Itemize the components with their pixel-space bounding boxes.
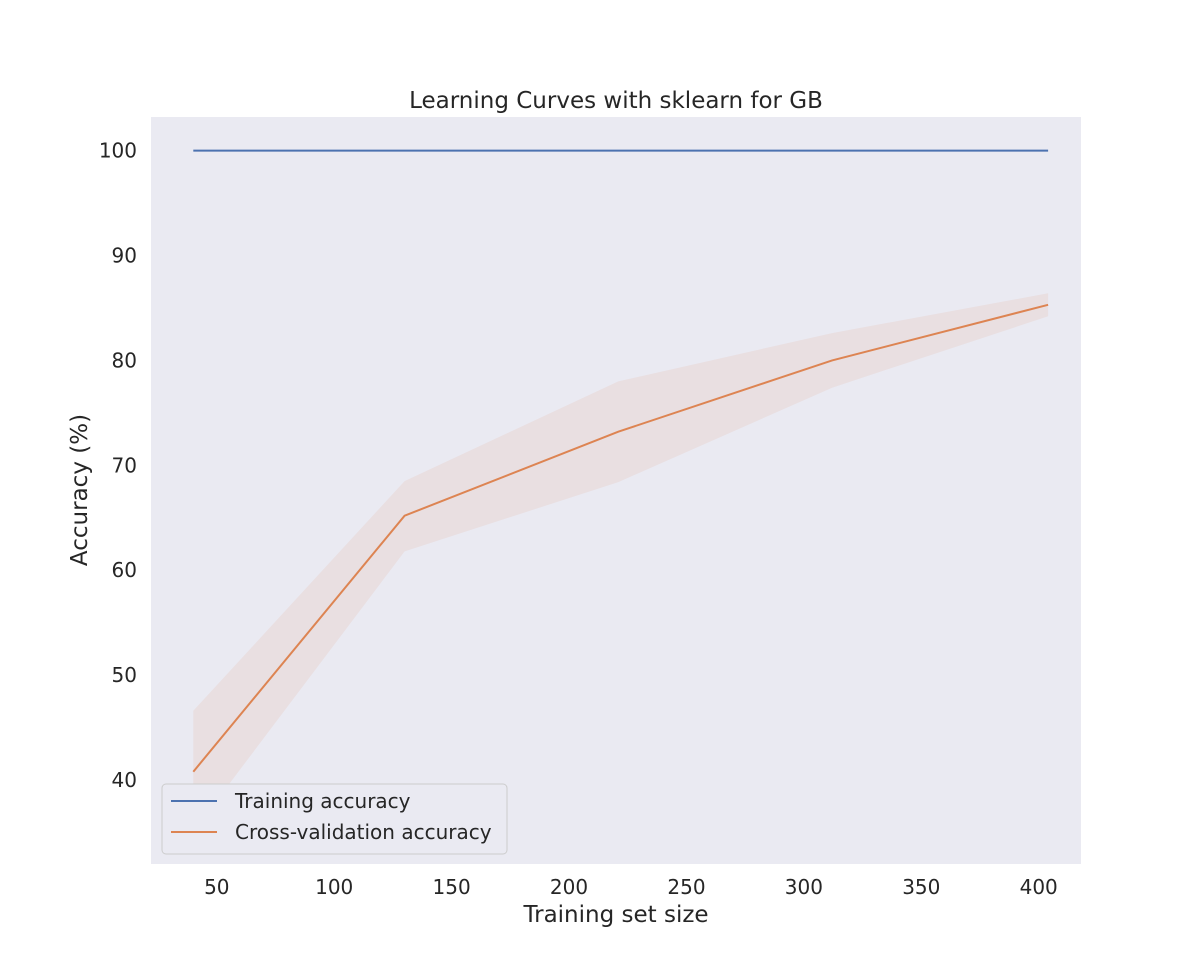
x-axis-label: Training set size — [522, 902, 708, 928]
x-tick-label: 350 — [902, 875, 940, 899]
x-tick-label: 200 — [550, 875, 588, 899]
chart-title: Learning Curves with sklearn for GB — [409, 88, 823, 114]
series-lines — [192, 149, 1049, 773]
x-tick-label: 250 — [667, 875, 705, 899]
x-tick-label: 50 — [204, 875, 229, 899]
legend-label-training: Training accuracy — [234, 789, 411, 813]
x-tick-label: 400 — [1020, 875, 1058, 899]
y-tick-label: 50 — [112, 663, 137, 687]
confidence-band-1 — [193, 293, 1049, 832]
x-tick-label: 100 — [315, 875, 353, 899]
plot-area — [151, 117, 1081, 864]
y-tick-label: 60 — [112, 558, 137, 582]
y-tick-label: 90 — [112, 244, 137, 268]
y-tick-label: 40 — [112, 768, 137, 792]
legend-box — [161, 783, 508, 855]
y-tick-label: 80 — [112, 348, 137, 372]
x-tick-labels: 50 100 150 200 250 300 350 400 — [204, 875, 1058, 899]
x-tick-label: 150 — [433, 875, 471, 899]
legend-label-cross-validation: Cross-validation accuracy — [235, 820, 492, 844]
y-axis-label: Accuracy (%) — [67, 414, 93, 566]
confidence-bands — [193, 293, 1049, 832]
y-tick-label: 100 — [99, 139, 137, 163]
y-tick-labels: 40 50 60 70 80 90 100 — [99, 139, 137, 792]
legend: Training accuracy Cross-validation accur… — [161, 783, 508, 855]
y-tick-label: 70 — [112, 453, 137, 477]
series-line-1 — [192, 303, 1049, 773]
x-tick-label: 300 — [785, 875, 823, 899]
